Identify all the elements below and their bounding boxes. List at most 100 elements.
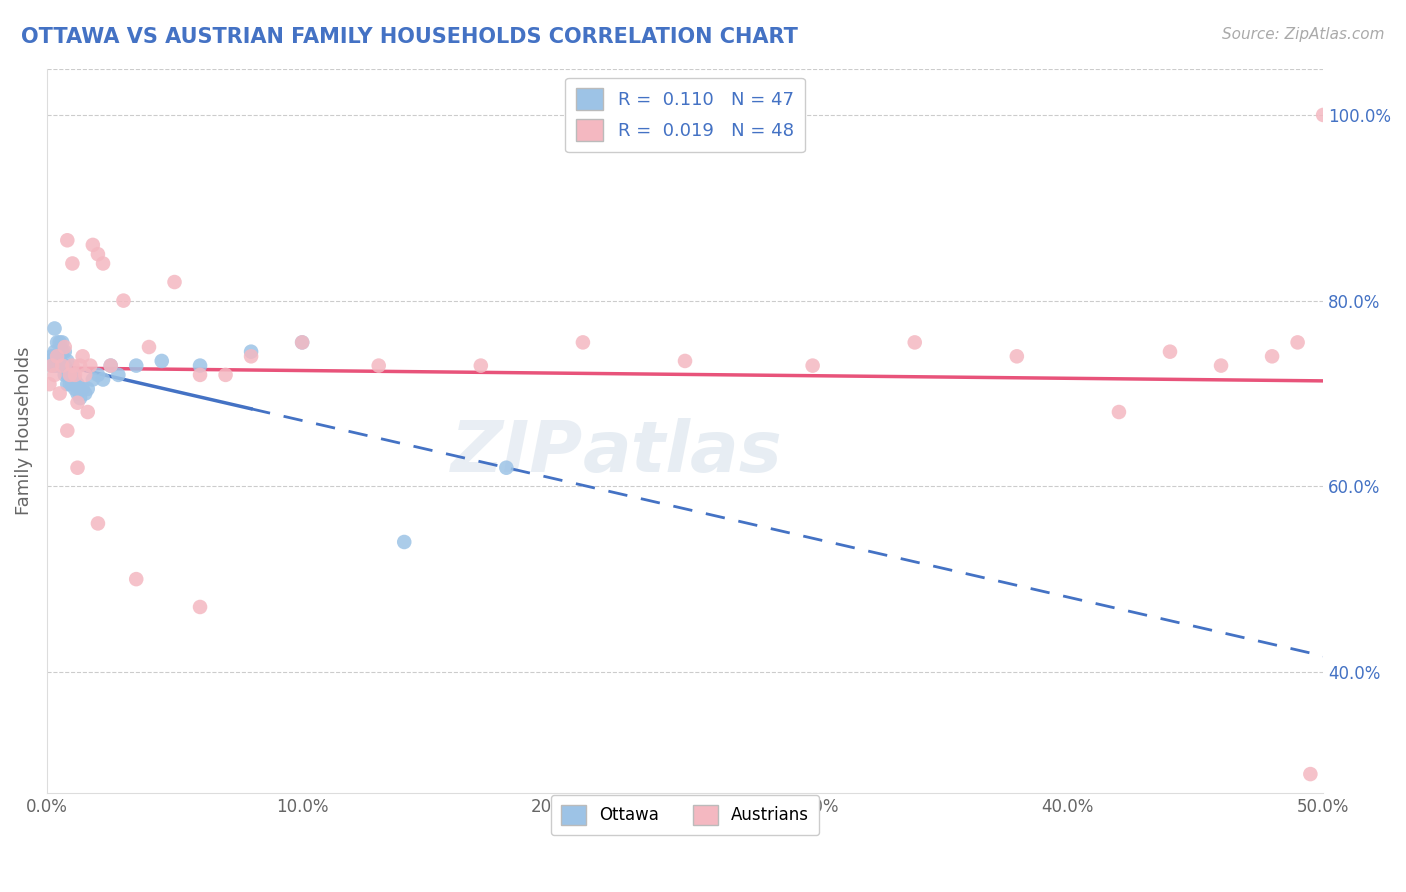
Point [53,368,76,382]
Point [48,386,70,401]
Point [394,535,416,549]
Point [87,247,110,261]
Point [112,293,135,308]
Point [66,377,89,392]
Point [572,335,595,350]
Point [904,335,927,350]
Text: ZIP: ZIP [451,417,583,487]
Point [240,349,263,363]
Point [188,368,211,382]
Point [56,233,79,247]
Point [107,368,129,382]
Point [62,359,84,373]
Point [56,368,79,382]
Point [100,359,122,373]
Point [44,344,66,359]
Text: atlas: atlas [583,417,783,487]
Point [41,359,63,373]
Point [1159,344,1181,359]
Point [44,359,66,373]
Point [1299,767,1322,781]
Point [125,359,148,373]
Point [48,359,70,373]
Y-axis label: Family Households: Family Households [15,346,32,515]
Point [801,359,824,373]
Point [53,344,76,359]
Point [163,275,186,289]
Point [62,368,84,382]
Point [1286,335,1309,350]
Point [495,460,517,475]
Point [59,368,82,382]
Point [87,516,110,531]
Point [470,359,492,373]
Point [44,368,66,382]
Point [1108,405,1130,419]
Point [63,372,86,386]
Point [53,359,76,373]
Point [62,377,84,392]
Point [51,344,73,359]
Point [56,424,79,438]
Point [69,391,91,405]
Point [72,349,94,363]
Point [188,599,211,614]
Point [150,354,173,368]
Point [41,359,63,373]
Point [76,382,98,396]
Point [56,354,79,368]
Point [59,377,82,392]
Point [291,335,314,350]
Point [46,359,69,373]
Point [41,349,63,363]
Point [138,340,160,354]
Point [188,359,211,373]
Point [291,335,314,350]
Point [56,377,79,392]
Point [62,256,84,270]
Point [48,335,70,350]
Point [1005,349,1028,363]
Point [125,572,148,586]
Point [66,460,89,475]
Point [44,321,66,335]
Point [46,349,69,363]
Point [76,405,98,419]
Point [69,382,91,396]
Point [72,382,94,396]
Point [66,395,89,409]
Point [214,368,236,382]
Point [38,354,60,368]
Point [1312,108,1334,122]
Point [1209,359,1232,373]
Point [91,256,114,270]
Point [100,359,122,373]
Point [53,340,76,354]
Legend: Ottawa, Austrians: Ottawa, Austrians [551,795,818,835]
Point [63,368,86,382]
Point [51,359,73,373]
Point [48,349,70,363]
Point [75,386,97,401]
Point [69,359,91,373]
Point [240,344,263,359]
Text: Source: ZipAtlas.com: Source: ZipAtlas.com [1222,27,1385,42]
Point [51,335,73,350]
Point [46,349,69,363]
Point [367,359,389,373]
Point [51,359,73,373]
Point [46,335,69,350]
Point [75,368,97,382]
Point [79,359,101,373]
Point [63,382,86,396]
Point [38,377,60,392]
Point [82,238,104,252]
Point [1261,349,1284,363]
Point [91,372,114,386]
Point [62,372,84,386]
Point [673,354,696,368]
Point [82,372,104,386]
Point [59,368,82,382]
Text: OTTAWA VS AUSTRIAN FAMILY HOUSEHOLDS CORRELATION CHART: OTTAWA VS AUSTRIAN FAMILY HOUSEHOLDS COR… [21,27,799,46]
Point [87,368,110,382]
